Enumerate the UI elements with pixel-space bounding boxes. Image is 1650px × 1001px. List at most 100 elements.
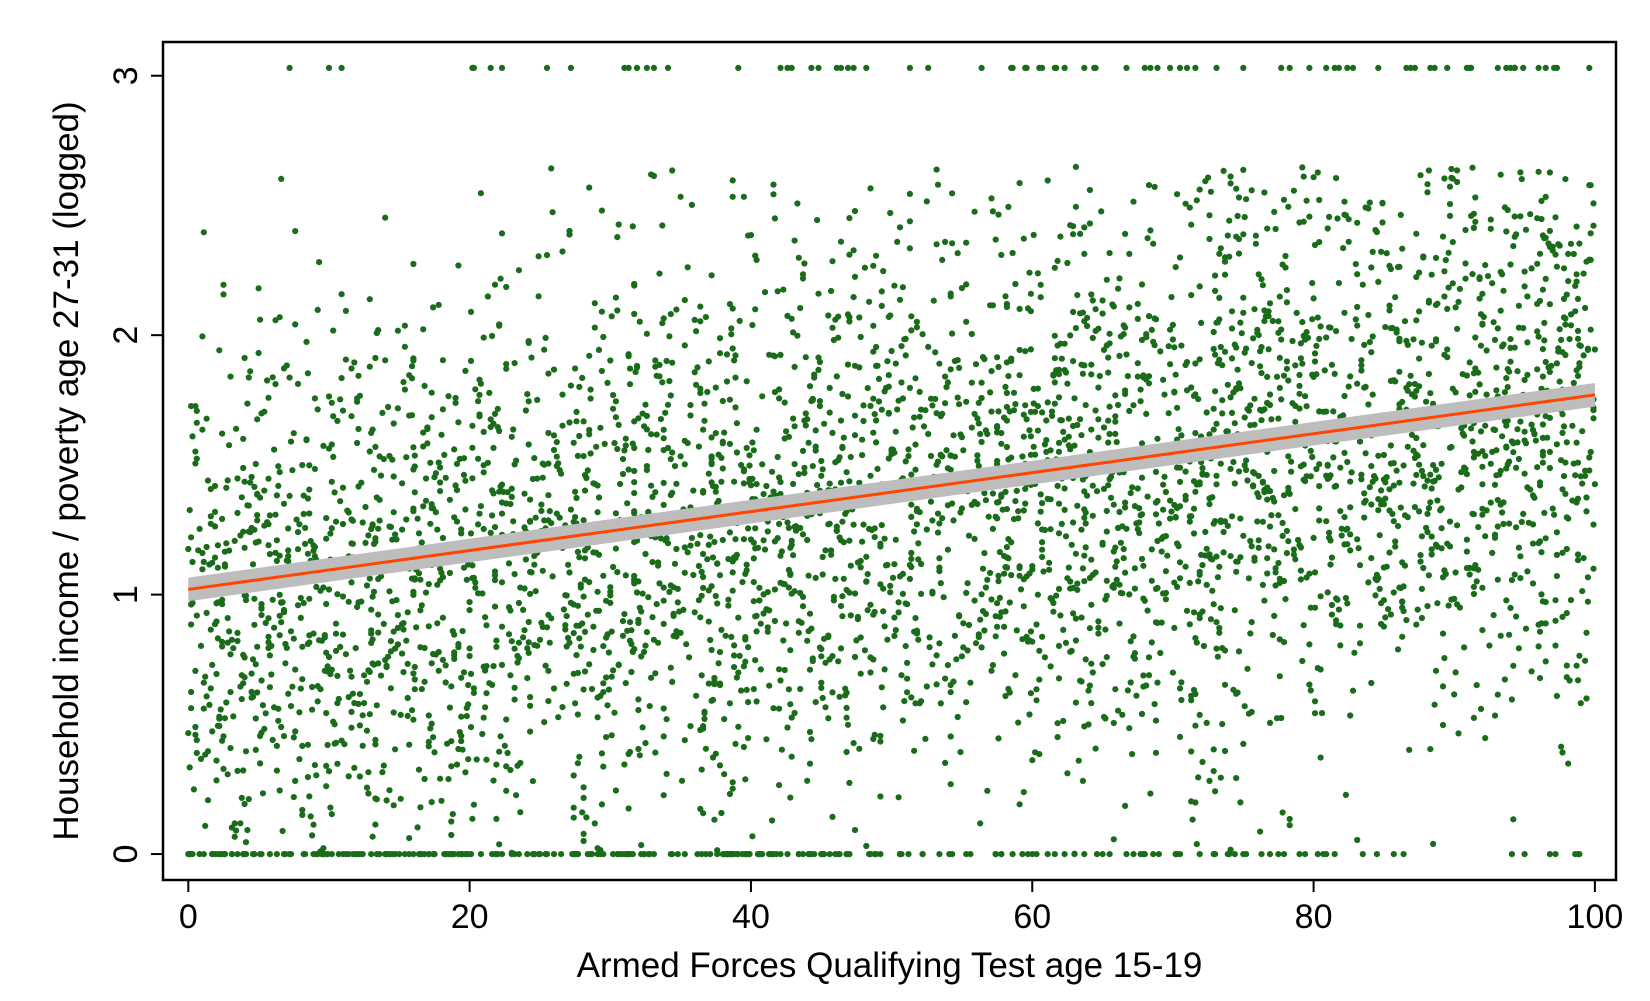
data-point [958, 285, 966, 292]
data-point [1428, 271, 1435, 278]
data-point [806, 666, 814, 673]
data-point [829, 429, 836, 436]
data-point [321, 632, 328, 639]
data-point [515, 639, 523, 646]
data-point [799, 447, 807, 454]
data-point [598, 750, 606, 757]
data-point [960, 644, 967, 651]
data-point [1002, 293, 1009, 300]
data-point [390, 802, 397, 809]
data-point [231, 833, 238, 840]
data-point [1517, 213, 1524, 220]
data-point [348, 413, 355, 420]
data-point [1126, 407, 1133, 415]
data-point [916, 388, 923, 395]
data-point [1046, 559, 1053, 566]
data-point [254, 416, 261, 423]
data-point [1323, 334, 1330, 341]
data-point [1472, 562, 1479, 569]
data-point [851, 653, 859, 661]
data-point [1022, 402, 1029, 409]
data-point [1591, 346, 1598, 353]
data-point [1487, 460, 1494, 467]
data-point [192, 667, 199, 675]
data-point [1001, 623, 1008, 630]
data-point [1506, 368, 1513, 375]
data-point [1579, 588, 1586, 595]
data-point [1310, 534, 1317, 542]
data-point [334, 760, 341, 767]
data-point [1276, 354, 1283, 361]
data-point [1078, 526, 1085, 533]
data-point [1356, 640, 1364, 647]
data-point [1226, 253, 1233, 260]
data-point [1136, 530, 1143, 537]
data-point [1418, 585, 1425, 593]
data-point [1071, 442, 1078, 449]
data-point [1082, 656, 1089, 663]
data-point [348, 365, 355, 372]
data-point [1264, 555, 1271, 562]
data-point [241, 674, 248, 681]
data-point [217, 706, 224, 713]
data-point [1188, 748, 1195, 755]
data-point [856, 314, 863, 321]
data-point [186, 507, 193, 514]
data-point [206, 701, 213, 709]
data-point [1210, 405, 1217, 412]
data-point [1539, 373, 1546, 380]
data-point [660, 620, 667, 628]
data-point [908, 549, 915, 557]
data-point [567, 506, 575, 513]
data-point [731, 642, 738, 649]
data-point [574, 760, 582, 767]
data-point [743, 444, 750, 452]
data-point [1003, 303, 1011, 311]
data-point [276, 787, 283, 794]
data-point [1432, 254, 1440, 261]
data-point [684, 549, 691, 556]
data-point [857, 670, 864, 677]
data-point [1016, 346, 1023, 354]
data-point [283, 557, 290, 564]
data-point [480, 334, 487, 341]
data-point [588, 685, 596, 693]
data-point [1472, 194, 1479, 201]
data-point [864, 607, 871, 614]
data-point [306, 486, 313, 493]
data-point [458, 674, 465, 681]
data-point [769, 817, 776, 824]
data-point [669, 167, 676, 174]
data-point [1115, 707, 1122, 714]
data-point [366, 711, 373, 718]
data-point [1302, 478, 1309, 485]
data-point [873, 851, 880, 858]
data-point [1240, 740, 1247, 748]
data-point [884, 636, 891, 643]
data-point [828, 547, 835, 554]
data-point [726, 700, 734, 707]
data-point [1176, 64, 1184, 71]
data-point [635, 745, 642, 753]
data-point [1167, 361, 1174, 368]
data-point [536, 636, 544, 643]
data-point [712, 384, 719, 391]
data-point [1553, 551, 1560, 559]
data-point [448, 831, 455, 839]
data-point [943, 384, 950, 391]
data-point [1522, 226, 1530, 233]
data-point [493, 761, 500, 768]
data-point [660, 597, 667, 604]
data-point [570, 772, 577, 779]
data-point [1151, 701, 1158, 708]
data-point [836, 454, 843, 461]
data-point [735, 614, 742, 621]
data-point [975, 420, 982, 427]
data-point [572, 700, 579, 707]
data-point [1086, 220, 1093, 227]
data-point [356, 722, 363, 729]
data-point [497, 275, 504, 282]
data-point [1124, 687, 1131, 694]
data-point [877, 581, 884, 588]
data-point [1580, 555, 1587, 562]
